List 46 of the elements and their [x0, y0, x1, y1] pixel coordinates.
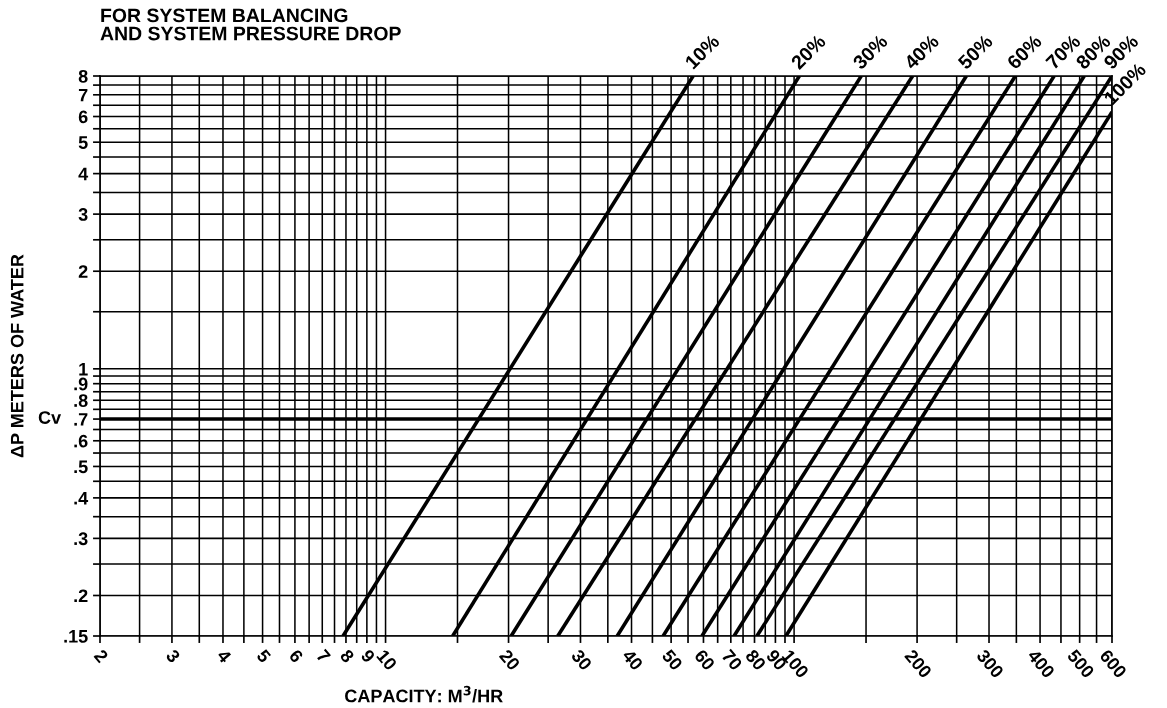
text: 50% — [957, 33, 994, 71]
y-tick-label: 8 — [78, 69, 88, 83]
y-tick-label: 7 — [78, 88, 88, 102]
chart-title: FOR SYSTEM BALANCING AND SYSTEM PRESSURE DROP — [100, 8, 401, 41]
text: 30% — [851, 33, 889, 71]
y-tick-label: .2 — [74, 589, 88, 603]
x-tick-label: 7 — [315, 648, 331, 664]
y-tick-label: .6 — [74, 434, 88, 448]
x-tick-label: 9 — [360, 648, 376, 664]
x-tick-label: 200 — [904, 648, 933, 679]
x-tick-label: 20 — [498, 648, 521, 672]
x-tick-label: 2 — [93, 648, 109, 664]
x-tick-label: 40 — [621, 648, 644, 672]
x-tick-label: 10 — [376, 648, 398, 672]
y-tick-label: .4 — [74, 492, 89, 505]
y-tick-label: .7 — [74, 413, 88, 426]
y-tick-label: .8 — [74, 394, 88, 407]
x-tick-label: 400 — [1026, 648, 1056, 679]
x-tick-label: 50 — [661, 648, 684, 672]
y-tick-label: 4 — [78, 167, 89, 181]
x-tick-label: 600 — [1099, 648, 1128, 679]
x-axis-title: CAPACITY: M$^{3}$/HR — [345, 685, 503, 703]
y-tick-label: 3 — [78, 208, 88, 221]
ref-line-label: Cv — [38, 411, 62, 424]
x-tick-label: 70 — [721, 648, 743, 672]
y-tick-label: .15 — [64, 630, 88, 643]
y-tick-label: 2 — [78, 265, 88, 278]
y-axis-title: ΔP METERS OF WATER — [10, 254, 24, 458]
x-tick-label: 5 — [255, 648, 272, 664]
x-tick-label: 80 — [744, 648, 767, 672]
x-tick-label: 30 — [570, 648, 593, 672]
y-tick-label: 5 — [78, 136, 88, 149]
y-tick-label: 6 — [78, 110, 88, 124]
y-tick-label: .5 — [74, 460, 88, 474]
x-tick-label: 6 — [288, 648, 304, 664]
x-tick-label: 8 — [339, 648, 355, 664]
text: 40% — [903, 33, 940, 71]
x-tick-label: 4 — [216, 648, 233, 664]
x-tick-label: 60 — [693, 648, 716, 672]
y-tick-label: .9 — [74, 377, 88, 391]
x-tick-label: 300 — [975, 648, 1005, 679]
text: 60% — [1006, 33, 1043, 70]
x-tick-label: 3 — [165, 648, 181, 664]
y-tick-label: 1 — [79, 362, 88, 376]
x-tick-label: 500 — [1066, 648, 1095, 679]
y-tick-label: .3 — [74, 532, 88, 546]
